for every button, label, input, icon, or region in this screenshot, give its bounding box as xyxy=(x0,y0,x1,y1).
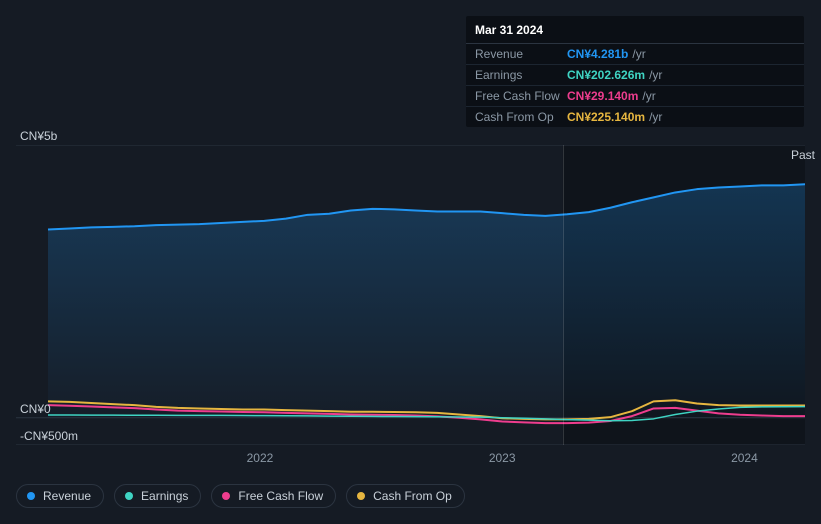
tooltip-row-per: /yr xyxy=(632,47,645,61)
financials-chart: Mar 31 2024 RevenueCN¥4.281b/yrEarningsC… xyxy=(0,0,821,524)
tooltip-row-label: Cash From Op xyxy=(475,110,567,124)
legend-item-revenue[interactable]: Revenue xyxy=(16,484,104,508)
tooltip-row-value: CN¥202.626m xyxy=(567,68,645,82)
tooltip-row-label: Free Cash Flow xyxy=(475,89,567,103)
chart-tooltip: Mar 31 2024 RevenueCN¥4.281b/yrEarningsC… xyxy=(466,16,804,127)
tooltip-row-per: /yr xyxy=(649,68,662,82)
tooltip-row-earnings: EarningsCN¥202.626m/yr xyxy=(466,65,804,86)
tooltip-row-free_cash_flow: Free Cash FlowCN¥29.140m/yr xyxy=(466,86,804,107)
legend-dot-icon xyxy=(27,492,35,500)
tooltip-row-revenue: RevenueCN¥4.281b/yr xyxy=(466,44,804,65)
tooltip-title: Mar 31 2024 xyxy=(466,16,804,44)
tooltip-row-label: Earnings xyxy=(475,68,567,82)
legend: Revenue Earnings Free Cash Flow Cash From O… xyxy=(16,484,465,508)
x-tick-label: 2022 xyxy=(247,451,274,465)
tooltip-row-cash_from_op: Cash From OpCN¥225.140m/yr xyxy=(466,107,804,127)
legend-dot-icon xyxy=(222,492,230,500)
legend-item-earnings[interactable]: Earnings xyxy=(114,484,201,508)
tooltip-row-label: Revenue xyxy=(475,47,567,61)
tooltip-row-value: CN¥225.140m xyxy=(567,110,645,124)
legend-dot-icon xyxy=(357,492,365,500)
legend-label: Revenue xyxy=(43,489,91,503)
x-tick-label: 2023 xyxy=(489,451,516,465)
legend-item-free_cash_flow[interactable]: Free Cash Flow xyxy=(211,484,336,508)
y-tick-label: -CN¥500m xyxy=(20,429,78,443)
legend-label: Earnings xyxy=(141,489,188,503)
tooltip-row-per: /yr xyxy=(649,110,662,124)
y-tick-label: CN¥5b xyxy=(20,129,57,143)
tooltip-row-per: /yr xyxy=(642,89,655,103)
tooltip-row-value: CN¥4.281b xyxy=(567,47,628,61)
tooltip-row-value: CN¥29.140m xyxy=(567,89,638,103)
legend-label: Cash From Op xyxy=(373,489,452,503)
plot-area[interactable] xyxy=(16,145,805,445)
y-tick-label: CN¥0 xyxy=(20,402,51,416)
hover-vline xyxy=(563,145,564,445)
legend-item-cash_from_op[interactable]: Cash From Op xyxy=(346,484,465,508)
legend-label: Free Cash Flow xyxy=(238,489,323,503)
x-tick-label: 2024 xyxy=(731,451,758,465)
past-label: Past xyxy=(791,148,815,162)
legend-dot-icon xyxy=(125,492,133,500)
